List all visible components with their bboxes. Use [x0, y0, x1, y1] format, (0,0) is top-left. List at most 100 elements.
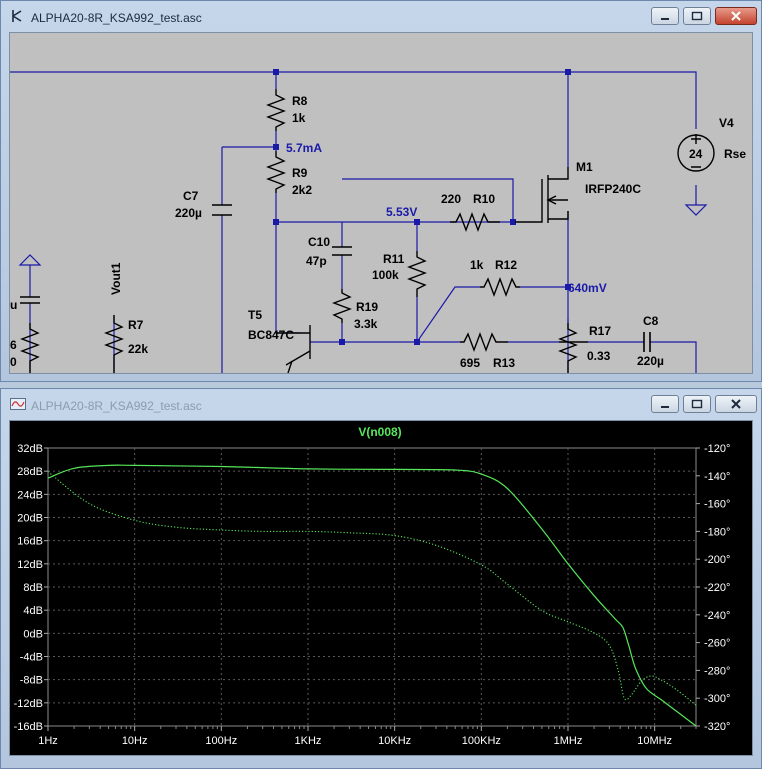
t5-value: BC847C	[248, 328, 294, 342]
r13-value: 695	[460, 356, 480, 370]
partial-left-top-label: u	[10, 298, 17, 312]
y-right-tick-label: -280°	[704, 665, 730, 677]
r11-symbol	[407, 251, 427, 297]
y-right-tick-label: -240°	[704, 610, 730, 622]
t5-symbol	[276, 325, 311, 373]
y-left-tick-label: 16dB	[17, 536, 43, 548]
y-left-tick-label: 0dB	[23, 628, 43, 640]
phase-trace	[47, 471, 697, 706]
maximize-button[interactable]	[683, 7, 711, 25]
y-right-tick-label: -180°	[704, 526, 730, 538]
y-right-tick-label: -200°	[704, 554, 730, 566]
c8-ref: C8	[643, 314, 659, 328]
r-left-symbol	[20, 323, 40, 373]
waveform-plot-area[interactable]: V(n008) 1Hz 10Hz 100Hz 1KHz 10KHz 100KHz 1MHz 1…	[9, 420, 753, 756]
r7-symbol	[104, 315, 124, 373]
x-tick-label: 1MHz	[554, 735, 583, 747]
y-left-tick-label: -12dB	[14, 698, 43, 710]
y-right-tick-label: -300°	[704, 693, 730, 705]
t5-ref: T5	[248, 308, 262, 322]
close-button[interactable]	[715, 7, 757, 25]
v4-ref: V4	[719, 116, 734, 130]
waveform-viewer-icon	[10, 398, 26, 410]
r17-ref: R17	[589, 324, 611, 338]
current-annotation: 5.7mA	[286, 141, 322, 155]
partial-left-bottom-label: 0	[10, 355, 17, 369]
maximize-icon	[691, 399, 703, 409]
r13-symbol	[460, 332, 508, 352]
magnitude-trace	[47, 464, 697, 727]
r11-ref: R11	[383, 252, 405, 266]
r13-ref: R13	[493, 356, 515, 370]
y-left-tick-label: 8dB	[23, 582, 43, 594]
bode-plot[interactable]: V(n008) 1Hz 10Hz 100Hz 1KHz 10KHz 100KHz 1MHz 1…	[10, 421, 752, 755]
r17-value: 0.33	[587, 349, 611, 363]
c10-value: 47p	[306, 254, 327, 268]
y-right-tick-label: -260°	[704, 638, 730, 650]
partial-left-mid-label: 6	[10, 338, 17, 352]
maximize-icon	[691, 11, 703, 21]
r9-ref: R9	[292, 166, 308, 180]
minimize-button[interactable]	[651, 395, 679, 413]
y-left-tick-label: 32dB	[17, 443, 43, 455]
r19-symbol	[332, 289, 352, 323]
r8-value: 1k	[292, 111, 306, 125]
r7-ref: R7	[128, 318, 144, 332]
r12-ref: R12	[495, 258, 517, 272]
r19-value: 3.3k	[354, 317, 378, 331]
trace-title[interactable]: V(n008)	[358, 425, 401, 439]
y-left-tick-label: -8dB	[20, 675, 43, 687]
c7-value: 220µ	[175, 206, 202, 220]
close-icon	[731, 11, 741, 21]
y-right-tick-label: -160°	[704, 499, 730, 511]
schematic-canvas[interactable]: R8 1k R9 2k2 C7 220µ C10 47p R11 100k R1…	[9, 32, 753, 374]
r10-ref: R10	[473, 192, 495, 206]
x-tick-label: 10MHz	[637, 735, 672, 747]
v4-value: 24	[689, 147, 703, 161]
minimize-button[interactable]	[651, 7, 679, 25]
minimize-icon	[661, 406, 669, 408]
close-button[interactable]	[715, 395, 757, 413]
y-right-tick-label: -120°	[704, 443, 730, 455]
y-left-tick-label: 12dB	[17, 559, 43, 571]
rse-label: Rse	[724, 147, 746, 161]
waveform-titlebar[interactable]: ALPHA20-8R_KSA992_test.asc	[1, 389, 761, 419]
schematic-window-title: ALPHA20-8R_KSA992_test.asc	[31, 11, 202, 25]
r17-symbol	[558, 323, 578, 373]
y-right-tick-label: -220°	[704, 582, 730, 594]
r19-ref: R19	[356, 300, 378, 314]
r10-value: 220	[441, 192, 461, 206]
x-tick-label: 10Hz	[122, 735, 148, 747]
voltage-annotation-2: 640mV	[568, 281, 607, 295]
m1-value: IRFP240C	[585, 182, 641, 196]
r8-symbol	[266, 89, 286, 131]
y-left-tick-label: 4dB	[23, 605, 43, 617]
x-tick-label: 1KHz	[295, 735, 322, 747]
x-tick-label: 100Hz	[205, 735, 237, 747]
r12-symbol	[480, 277, 520, 297]
c7-symbol	[212, 204, 232, 216]
r7-value: 22k	[128, 342, 148, 356]
m1-symbol	[515, 167, 569, 223]
y-left-tick-label: -4dB	[20, 652, 43, 664]
r10-symbol	[450, 212, 500, 232]
waveform-window-title: ALPHA20-8R_KSA992_test.asc	[31, 399, 202, 413]
c-left-symbol	[20, 296, 40, 304]
y-left-tick-label: 20dB	[17, 513, 43, 525]
x-tick-label: 10KHz	[378, 735, 411, 747]
r9-value: 2k2	[292, 183, 312, 197]
y-left-tick-label: 28dB	[17, 466, 43, 478]
y-right-tick-label: -320°	[704, 721, 730, 733]
y-left-tick-label: 24dB	[17, 489, 43, 501]
m1-ref: M1	[576, 160, 593, 174]
waveform-window[interactable]: ALPHA20-8R_KSA992_test.asc V(n008) 1Hz 10…	[0, 388, 762, 769]
maximize-button[interactable]	[683, 395, 711, 413]
x-tick-label: 1Hz	[38, 735, 58, 747]
c7-ref: C7	[183, 189, 199, 203]
r9-symbol	[266, 151, 286, 193]
r12-value: 1k	[470, 258, 484, 272]
r11-value: 100k	[372, 268, 399, 282]
close-icon	[731, 399, 741, 409]
schematic-window[interactable]: ALPHA20-8R_KSA992_test.asc	[0, 0, 762, 382]
schematic-titlebar[interactable]: ALPHA20-8R_KSA992_test.asc	[1, 1, 761, 31]
